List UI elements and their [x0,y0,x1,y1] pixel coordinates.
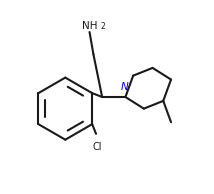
Text: N: N [120,82,128,92]
Text: 2: 2 [100,23,105,31]
Text: Cl: Cl [92,142,102,152]
Text: NH: NH [82,21,97,31]
